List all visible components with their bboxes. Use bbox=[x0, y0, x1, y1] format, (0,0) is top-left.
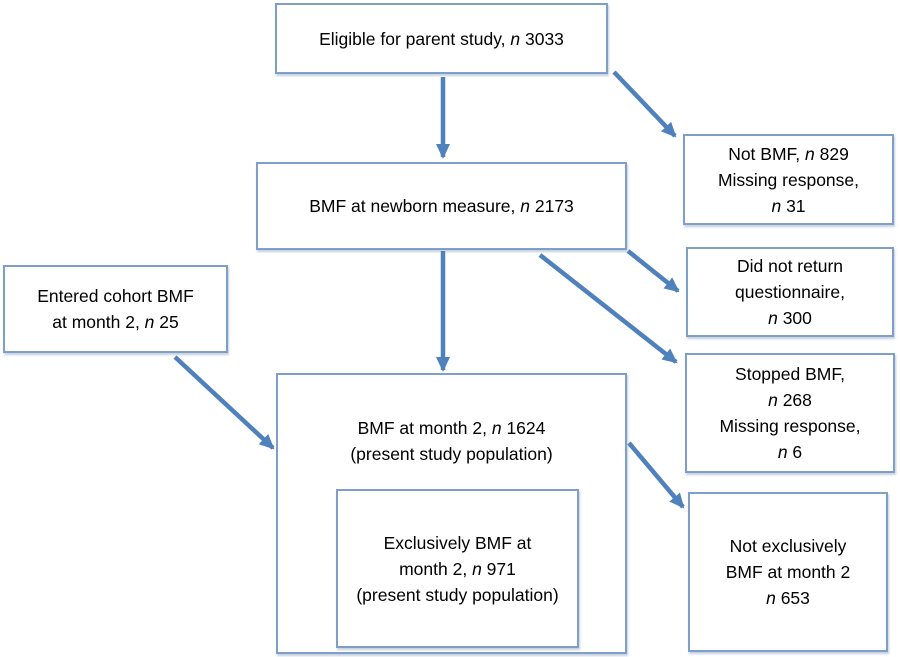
flow-box-stopped-bmf: Stopped BMF, n 268 Missing response, n 6 bbox=[685, 353, 895, 473]
flow-box-not-bmf-text-line: Missing response, bbox=[717, 169, 860, 190]
flow-box-month2-text-line: (present study population) bbox=[350, 444, 553, 464]
flow-box-not-exclusive: Not exclusively BMF at month 2 n 653 bbox=[688, 492, 888, 652]
flow-arrow-eligible-to-not-bmf bbox=[612, 70, 677, 138]
flow-box-newborn: BMF at newborn measure, n 2173 bbox=[256, 162, 627, 250]
flow-box-exclusive: Exclusively BMF at month 2, n 971 (present… bbox=[336, 489, 579, 648]
flow-box-eligible-text-line: Eligible for parent study, n 3033 bbox=[319, 28, 564, 49]
flow-box-not-bmf-text-line: n 31 bbox=[771, 195, 806, 216]
flow-box-not-exclusive-text-line: Not exclusively bbox=[729, 536, 847, 556]
flow-box-did-not-return-text-line: Did not return bbox=[736, 256, 844, 276]
flow-box-eligible: Eligible for parent study, n 3033 bbox=[275, 3, 608, 74]
flow-arrow-newborn-to-did-not-return bbox=[626, 249, 680, 293]
flow-box-did-not-return: Did not return questionnaire, n 300 bbox=[686, 247, 894, 337]
flow-arrow-newborn-to-stopped-bmf bbox=[538, 253, 678, 364]
flow-box-exclusive-text-line: (present study population) bbox=[356, 584, 559, 605]
flow-box-not-exclusive-text-line: BMF at month 2 bbox=[725, 562, 851, 582]
flow-box-exclusive-text-line: Exclusively BMF at bbox=[383, 532, 532, 553]
flow-box-did-not-return-text-line: questionnaire, bbox=[735, 282, 845, 302]
flow-box-not-bmf: Not BMF, n 829 Missing response, n 31 bbox=[683, 134, 894, 225]
flow-arrow-month2-to-not-exclusive bbox=[627, 441, 685, 509]
flow-box-did-not-return-text-line: n 300 bbox=[768, 308, 812, 328]
flow-box-not-bmf-text-line: Not BMF, n 829 bbox=[728, 143, 849, 164]
flow-box-stopped-bmf-text-line: Missing response, bbox=[719, 416, 861, 436]
flow-box-exclusive-text-line: month 2, n 971 bbox=[399, 558, 516, 579]
flow-box-stopped-bmf-text-line: n 268 bbox=[768, 390, 812, 410]
flow-box-newborn-text-line: BMF at newborn measure, n 2173 bbox=[309, 196, 574, 216]
flow-box-entered-cohort-text-line: Entered cohort BMF bbox=[37, 286, 194, 306]
flow-box-entered-cohort-text-line: at month 2, n 25 bbox=[52, 312, 179, 332]
flow-box-not-exclusive-text-line: n 653 bbox=[766, 588, 810, 608]
flow-box-entered-cohort: Entered cohort BMF at month 2, n 25 bbox=[3, 265, 228, 353]
flow-arrow-entered-to-month2 bbox=[173, 355, 275, 450]
flow-box-stopped-bmf-text-line: Stopped BMF, bbox=[735, 364, 845, 384]
flow-box-stopped-bmf-text-line: n 6 bbox=[777, 442, 803, 462]
flow-box-month2-text-line: BMF at month 2, n 1624 bbox=[357, 418, 546, 438]
